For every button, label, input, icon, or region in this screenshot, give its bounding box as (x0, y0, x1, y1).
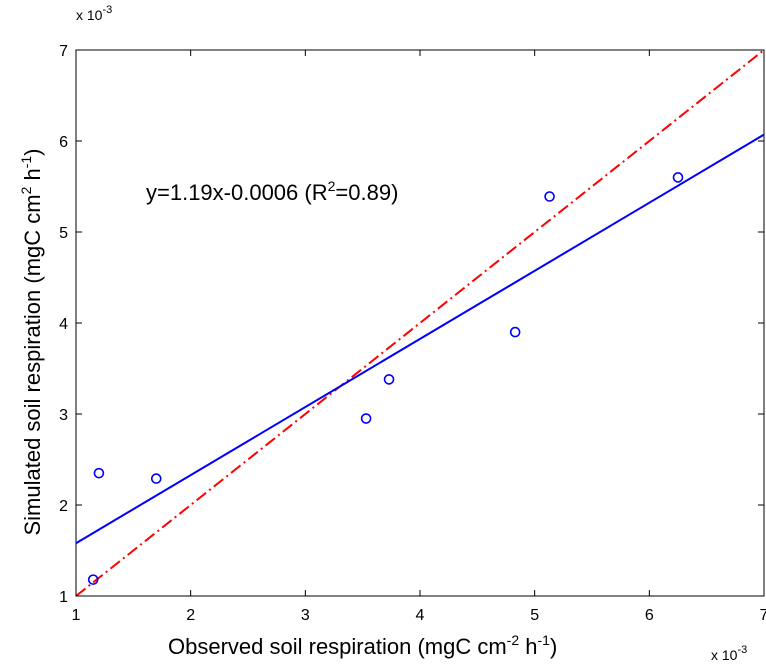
x-tick-label: 3 (301, 607, 310, 624)
y-tick-label: 3 (59, 407, 68, 424)
y-tick-label: 4 (59, 316, 68, 333)
x-tick-label: 7 (760, 607, 766, 624)
x-tick-label: 1 (72, 607, 81, 624)
regression-annotation: y=1.19x-0.0006 (R2=0.89) (146, 178, 398, 205)
data-point (150, 473, 162, 484)
data-point (672, 172, 684, 183)
y-axis-multiplier: x 10-3 (76, 4, 112, 23)
tick-marks: 1 2 3 4 5 6 7 1 2 3 4 5 6 7 (59, 43, 766, 624)
lines (75, 49, 765, 597)
one-to-one-line (75, 49, 765, 597)
data-point (509, 326, 521, 338)
data-points (87, 172, 684, 585)
data-point (383, 374, 395, 385)
y-axis-label: Simulated soil respiration (mgC cm2 h-1) (18, 148, 45, 535)
y-tick-label: 2 (59, 498, 68, 515)
x-axis-multiplier: x 10-3 (711, 644, 747, 663)
x-tick-label: 5 (530, 607, 539, 624)
x-axis-label: Observed soil respiration (mgC cm-2 h-1) (168, 632, 557, 659)
data-point (544, 191, 555, 202)
data-point (360, 413, 372, 424)
y-tick-label: 6 (59, 134, 68, 151)
x-tick-label: 4 (416, 607, 425, 624)
data-point (93, 467, 105, 479)
regression-line (75, 133, 765, 545)
x-tick-label: 2 (186, 607, 195, 624)
data-point (87, 574, 99, 585)
x-tick-label: 6 (645, 607, 654, 624)
y-tick-label: 1 (59, 589, 68, 606)
y-tick-label: 7 (59, 43, 68, 60)
y-tick-label: 5 (59, 225, 68, 242)
